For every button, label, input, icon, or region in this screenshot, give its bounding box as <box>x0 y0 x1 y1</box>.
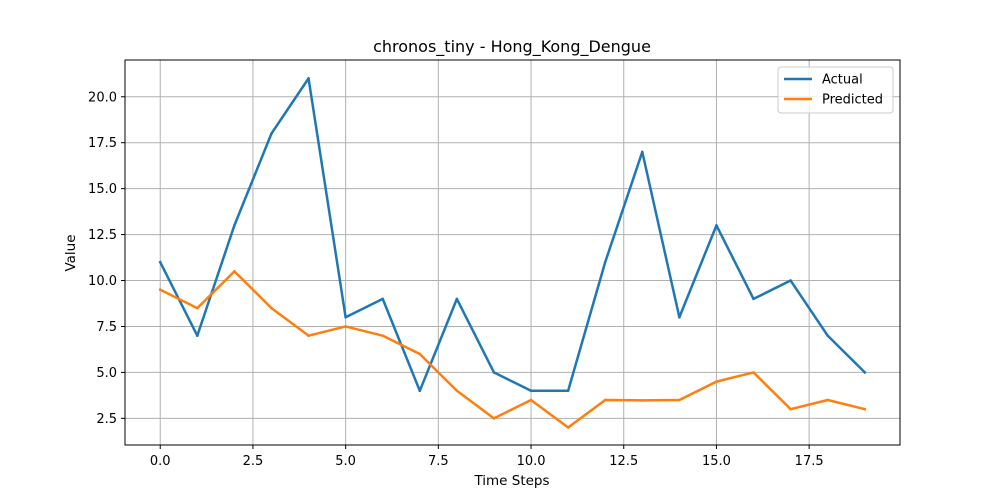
data-point-actual <box>270 132 273 135</box>
series-line-predicted <box>158 270 867 429</box>
x-tick-label: 17.5 <box>795 454 824 469</box>
x-tick-label: 7.5 <box>428 454 449 469</box>
series-lines <box>158 77 867 429</box>
data-point-actual <box>381 297 385 301</box>
plot-frame <box>124 59 901 446</box>
data-point-predicted <box>603 398 607 402</box>
data-point-predicted <box>344 325 347 328</box>
data-point-predicted <box>455 389 459 393</box>
data-point-predicted <box>381 334 385 337</box>
data-point-actual <box>678 315 681 319</box>
data-point-actual <box>603 260 607 264</box>
data-point-predicted <box>715 380 718 383</box>
chart-title: chronos_tiny - Hong_Kong_Dengue <box>373 37 651 57</box>
data-point-predicted <box>640 399 644 402</box>
x-tick-label: 5.0 <box>335 454 356 469</box>
y-tick-label: 20.0 <box>88 90 117 105</box>
data-point-actual <box>529 389 533 393</box>
data-point-actual <box>752 297 755 301</box>
y-tick-label: 12.5 <box>88 228 117 243</box>
data-point-predicted <box>196 306 199 310</box>
data-point-predicted <box>270 306 273 310</box>
y-tick-label: 5.0 <box>96 366 117 381</box>
data-point-actual <box>492 371 496 374</box>
y-tick-label: 2.5 <box>96 412 117 427</box>
y-axis-label: Value <box>63 234 79 271</box>
x-tick-label: 10.0 <box>517 454 546 469</box>
data-point-actual <box>344 315 347 319</box>
data-point-predicted <box>678 398 681 402</box>
x-axis-label: Time Steps <box>473 473 549 489</box>
axis-ticks: 0.0 2.5 5.0 7.5 10.0 12.5 15.0 17.5 2.5 5.0 7.5 10.… <box>88 90 824 469</box>
data-point-actual <box>640 150 644 154</box>
data-point-actual <box>307 77 310 80</box>
data-point-actual <box>826 334 829 337</box>
grid-lines <box>125 60 900 445</box>
data-point-actual <box>196 334 199 337</box>
data-point-predicted <box>863 407 867 411</box>
data-point-actual <box>233 224 236 227</box>
x-tick-label: 15.0 <box>702 454 731 469</box>
data-point-predicted <box>566 426 570 429</box>
y-tick-label: 7.5 <box>96 320 117 335</box>
legend: Actual Predicted <box>777 66 894 114</box>
data-point-actual <box>715 224 718 227</box>
data-point-actual <box>789 279 792 282</box>
data-point-actual <box>158 260 162 264</box>
data-point-actual <box>418 389 422 393</box>
data-point-actual <box>455 297 459 301</box>
x-tick-label: 2.5 <box>243 454 264 469</box>
data-point-predicted <box>307 334 310 337</box>
data-point-predicted <box>529 398 533 402</box>
data-point-predicted <box>826 398 829 402</box>
legend-label-actual: Actual <box>822 73 863 88</box>
data-point-predicted <box>158 288 162 292</box>
data-point-predicted <box>752 371 755 374</box>
y-tick-label: 17.5 <box>88 136 117 151</box>
data-point-predicted <box>492 417 496 420</box>
x-tick-label: 12.5 <box>609 454 638 469</box>
data-point-predicted <box>789 407 792 411</box>
y-tick-label: 15.0 <box>88 182 117 197</box>
data-point-actual <box>863 371 867 374</box>
legend-label-predicted: Predicted <box>822 93 883 108</box>
y-tick-label: 10.0 <box>88 274 117 289</box>
data-point-actual <box>566 389 570 393</box>
series-line-actual <box>158 77 867 393</box>
data-point-predicted <box>418 352 422 356</box>
data-point-predicted <box>233 270 236 273</box>
x-tick-label: 0.0 <box>150 454 171 469</box>
